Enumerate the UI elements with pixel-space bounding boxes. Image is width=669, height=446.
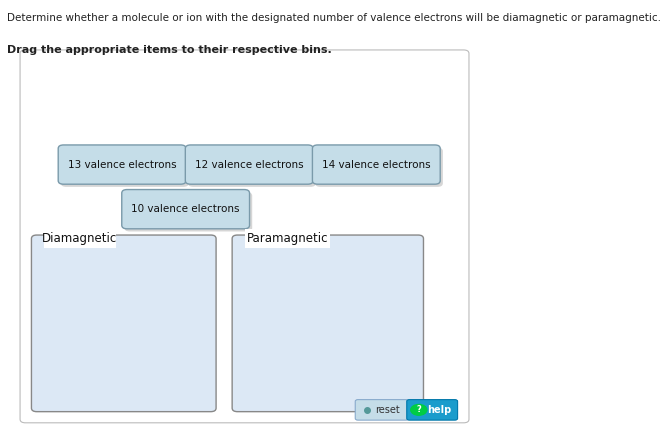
Circle shape bbox=[411, 405, 427, 415]
FancyBboxPatch shape bbox=[185, 145, 313, 184]
FancyBboxPatch shape bbox=[188, 148, 316, 187]
FancyBboxPatch shape bbox=[31, 235, 216, 412]
Text: reset: reset bbox=[375, 405, 400, 415]
FancyBboxPatch shape bbox=[124, 192, 252, 231]
Text: Determine whether a molecule or ion with the designated number of valence electr: Determine whether a molecule or ion with… bbox=[7, 13, 661, 23]
Text: Diamagnetic: Diamagnetic bbox=[42, 232, 118, 245]
FancyBboxPatch shape bbox=[58, 145, 186, 184]
Text: Paramagnetic: Paramagnetic bbox=[247, 232, 328, 245]
FancyBboxPatch shape bbox=[61, 148, 189, 187]
FancyBboxPatch shape bbox=[122, 190, 250, 229]
FancyBboxPatch shape bbox=[20, 50, 469, 423]
FancyBboxPatch shape bbox=[312, 145, 440, 184]
Text: 10 valence electrons: 10 valence electrons bbox=[131, 204, 240, 214]
Text: ?: ? bbox=[416, 405, 421, 414]
FancyBboxPatch shape bbox=[232, 235, 423, 412]
FancyBboxPatch shape bbox=[245, 229, 330, 248]
FancyBboxPatch shape bbox=[44, 229, 116, 248]
FancyBboxPatch shape bbox=[355, 400, 409, 420]
FancyBboxPatch shape bbox=[315, 148, 443, 187]
Text: help: help bbox=[427, 405, 451, 415]
FancyBboxPatch shape bbox=[407, 400, 458, 420]
Text: 12 valence electrons: 12 valence electrons bbox=[195, 160, 304, 169]
Text: Drag the appropriate items to their respective bins.: Drag the appropriate items to their resp… bbox=[7, 45, 331, 54]
Text: 14 valence electrons: 14 valence electrons bbox=[322, 160, 431, 169]
Text: 13 valence electrons: 13 valence electrons bbox=[68, 160, 177, 169]
